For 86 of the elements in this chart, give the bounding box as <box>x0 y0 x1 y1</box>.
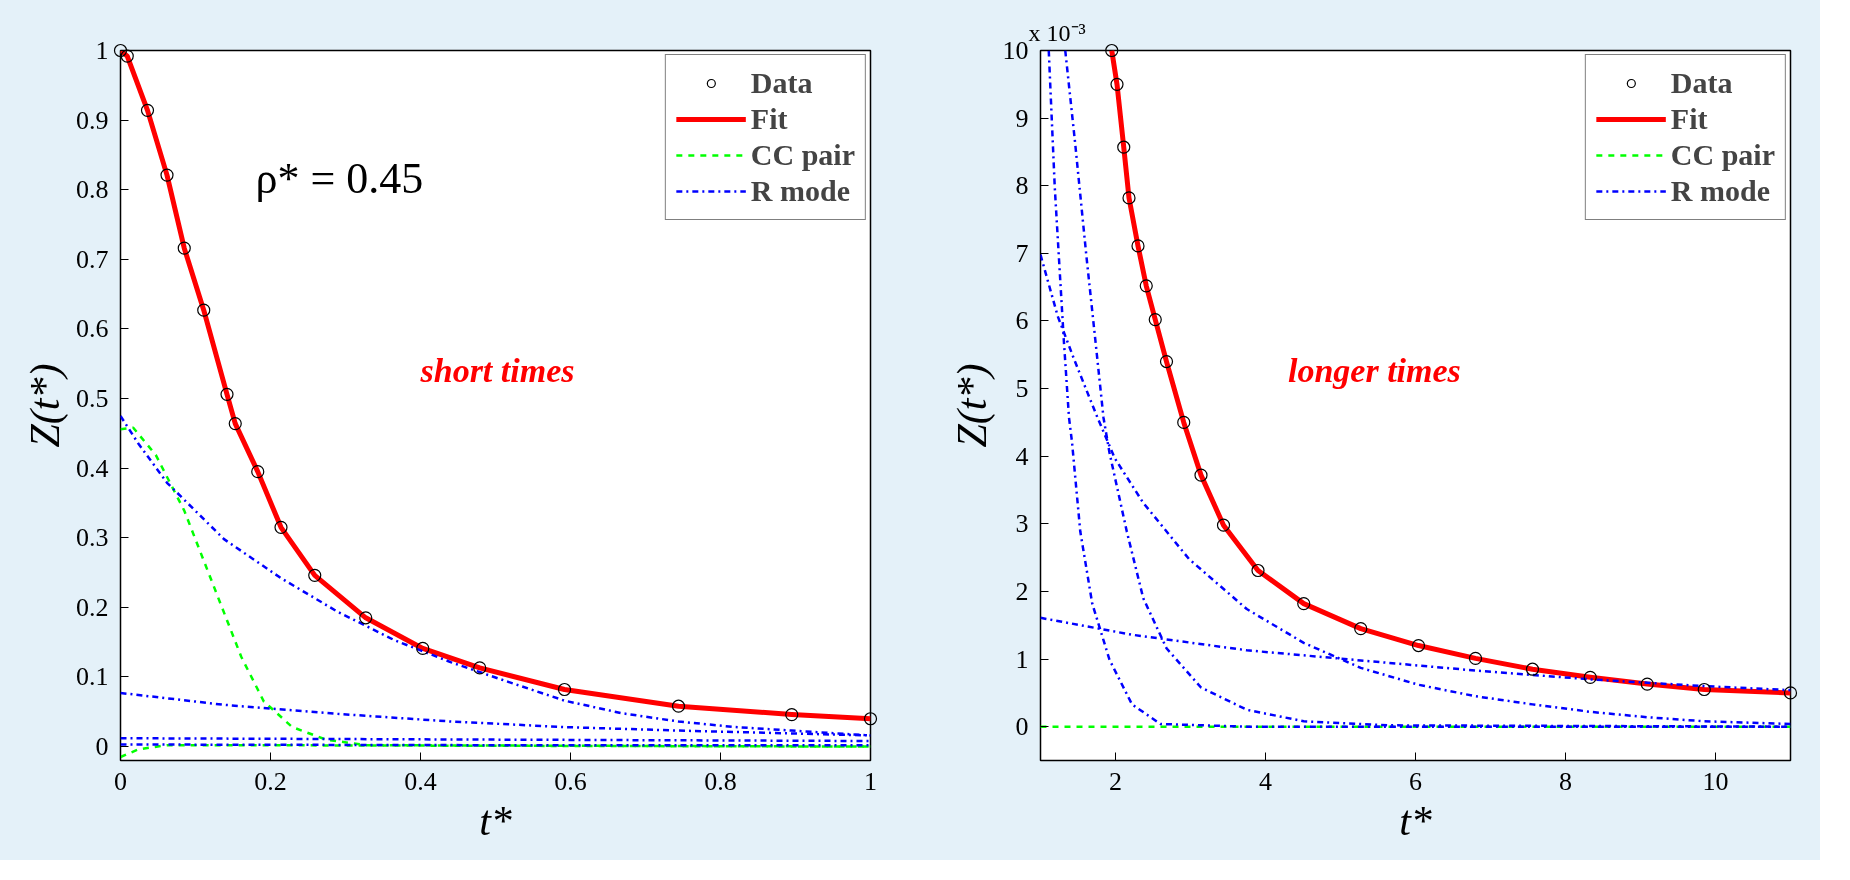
annotation: ρ* = 0.45 <box>255 153 424 203</box>
point <box>1105 43 1119 58</box>
x-tick-label: 1 <box>864 766 877 796</box>
point <box>220 387 234 401</box>
y-tick-label: 0 <box>95 732 109 762</box>
point <box>1783 686 1798 700</box>
point <box>1354 622 1368 636</box>
point <box>1177 415 1191 429</box>
x-tick-label: 0.2 <box>254 766 287 796</box>
point <box>140 103 155 117</box>
y-tick-label: 4 <box>1015 441 1029 471</box>
x-tick-label: 0.8 <box>704 766 737 796</box>
point <box>1110 77 1124 91</box>
point <box>1251 563 1265 578</box>
y-tick-label: 1 <box>95 36 109 65</box>
annotation: longer times <box>1288 351 1461 389</box>
x-tick-label: 6 <box>1409 766 1422 796</box>
point <box>1139 279 1153 293</box>
legend-label: R mode <box>750 173 850 209</box>
x-axis-title: t* <box>1399 797 1432 844</box>
point <box>228 417 242 431</box>
legend-label: Fit <box>750 101 788 137</box>
point <box>416 641 430 656</box>
point <box>473 661 487 675</box>
point <box>785 707 799 722</box>
x-tick-label: 0.4 <box>404 766 437 796</box>
x-axis-title: t* <box>479 797 512 844</box>
text: x 10⁻³ <box>1028 19 1086 46</box>
point <box>1525 662 1540 676</box>
point <box>359 611 373 625</box>
y-axis-title: Z(t*) <box>948 363 996 448</box>
point <box>1583 670 1597 684</box>
y-tick-label: 0.5 <box>76 384 109 414</box>
x-tick-label: 8 <box>1559 766 1572 796</box>
point <box>1468 651 1483 665</box>
legend-label: Data <box>750 65 813 101</box>
y-tick-label: 0.2 <box>76 592 109 622</box>
y-tick-label: 0.6 <box>76 314 109 344</box>
point <box>1117 140 1131 154</box>
point <box>1297 597 1311 611</box>
y-tick-label: 0.1 <box>76 662 109 692</box>
x-tick-label: 0.6 <box>554 766 587 796</box>
y-tick-label: 0.7 <box>76 244 109 274</box>
point <box>160 168 174 182</box>
y-tick-label: 0 <box>1015 712 1029 742</box>
y-tick-label: 0.3 <box>76 523 109 553</box>
point <box>1131 239 1145 253</box>
y-tick-label: 0.4 <box>76 453 109 483</box>
y-tick-label: 1 <box>1015 644 1029 674</box>
legend-label: R mode <box>1670 173 1770 209</box>
y-tick-label: 2 <box>1015 576 1029 606</box>
legend-label: Fit <box>1670 101 1708 137</box>
point <box>671 699 686 713</box>
annotation: short times <box>419 351 575 389</box>
point <box>251 465 265 479</box>
point <box>1640 677 1654 691</box>
point <box>1159 354 1174 369</box>
y-axis-title: Z(t*) <box>22 363 69 448</box>
point <box>863 712 878 726</box>
point <box>1697 682 1711 697</box>
point <box>557 682 572 697</box>
y-tick-label: 9 <box>1015 103 1029 133</box>
x-tick-label: 4 <box>1259 766 1272 796</box>
legend-label: Data <box>1670 65 1733 101</box>
point <box>1148 313 1162 327</box>
legend-label: CC pair <box>750 137 855 173</box>
point <box>1216 518 1231 532</box>
point <box>120 49 134 63</box>
y-tick-label: 8 <box>1015 171 1029 201</box>
y-tick-label: 3 <box>1015 509 1029 539</box>
point <box>177 241 191 255</box>
point <box>197 303 211 317</box>
point <box>1122 191 1136 205</box>
y-tick-label: 0.9 <box>76 105 109 135</box>
y-tick-label: 7 <box>1015 238 1029 268</box>
legend-label: CC pair <box>1670 137 1775 173</box>
point <box>274 520 288 534</box>
y-tick-label: 10 <box>1002 36 1029 65</box>
point <box>308 568 322 582</box>
y-tick-label: 5 <box>1015 374 1029 404</box>
y-tick-label: 6 <box>1015 306 1029 336</box>
x-tick-label: 2 <box>1109 766 1122 796</box>
x-tick-label: 10 <box>1702 766 1729 796</box>
point <box>1411 638 1426 653</box>
y-tick-label: 0.8 <box>76 175 109 205</box>
point <box>1194 468 1208 482</box>
